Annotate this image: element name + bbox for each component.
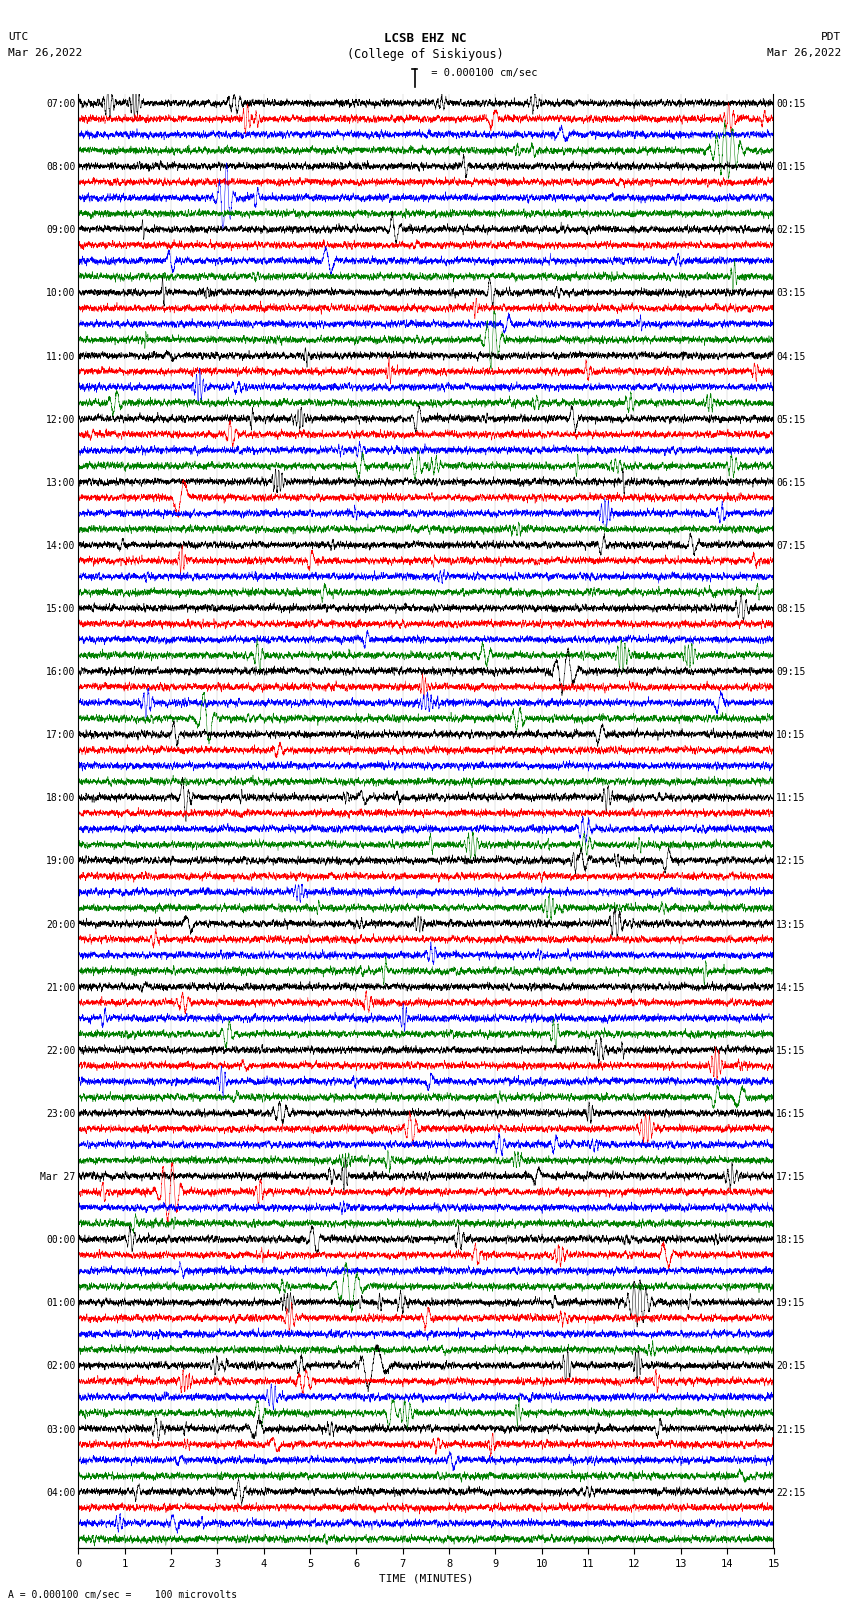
Text: LCSB EHZ NC: LCSB EHZ NC [383,32,467,45]
X-axis label: TIME (MINUTES): TIME (MINUTES) [378,1573,473,1582]
Text: UTC: UTC [8,32,29,42]
Text: PDT: PDT [821,32,842,42]
Text: (College of Siskiyous): (College of Siskiyous) [347,48,503,61]
Text: Mar 26,2022: Mar 26,2022 [768,48,842,58]
Text: = 0.000100 cm/sec: = 0.000100 cm/sec [425,68,537,77]
Text: A = 0.000100 cm/sec =    100 microvolts: A = 0.000100 cm/sec = 100 microvolts [8,1590,238,1600]
Text: Mar 26,2022: Mar 26,2022 [8,48,82,58]
